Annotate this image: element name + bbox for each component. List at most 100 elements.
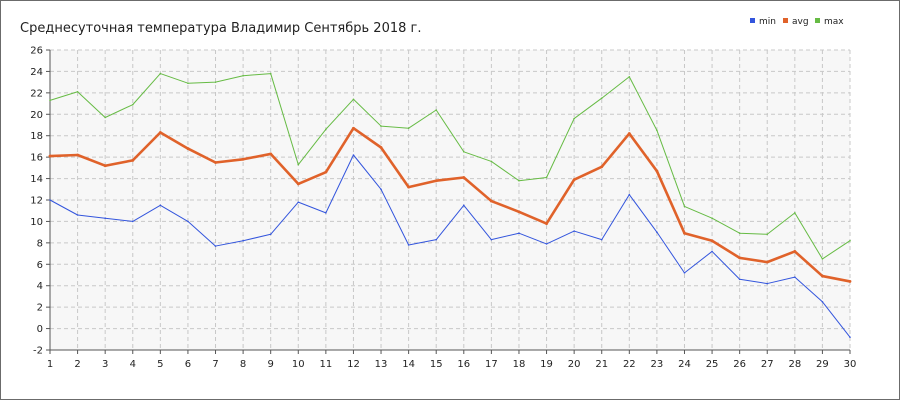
y-tick-label: 8 xyxy=(37,238,43,249)
legend-swatch-max xyxy=(815,18,820,23)
x-tick-label: 21 xyxy=(595,359,608,370)
data-point-min xyxy=(407,244,410,246)
data-point-min xyxy=(435,238,438,241)
legend-label-max: max xyxy=(824,17,844,27)
data-point-max xyxy=(628,75,631,78)
x-tick-label: 27 xyxy=(761,359,774,370)
data-point-avg xyxy=(462,176,466,179)
data-point-min xyxy=(214,245,217,247)
data-point-max xyxy=(656,129,658,132)
x-tick-label: 30 xyxy=(844,359,857,370)
x-tick-label: 6 xyxy=(185,359,191,370)
data-point-max xyxy=(131,103,134,106)
data-point-min xyxy=(711,250,713,253)
data-point-min xyxy=(49,199,51,201)
data-point-avg xyxy=(407,185,411,189)
x-tick-label: 18 xyxy=(513,359,526,370)
x-tick-label: 9 xyxy=(268,359,274,370)
x-tick-label: 23 xyxy=(651,359,664,370)
data-point-min xyxy=(325,212,327,214)
data-point-max xyxy=(352,98,355,101)
data-point-min xyxy=(683,272,686,274)
data-point-avg xyxy=(269,152,273,156)
legend-label-min: min xyxy=(759,17,776,27)
data-point-min xyxy=(159,204,162,207)
data-point-min xyxy=(573,230,575,232)
x-tick-label: 5 xyxy=(157,359,163,370)
legend: min avg max xyxy=(750,17,844,27)
data-point-min xyxy=(76,214,79,216)
data-point-avg xyxy=(545,222,548,225)
data-point-min xyxy=(738,278,741,281)
data-point-max xyxy=(821,258,824,260)
data-point-max xyxy=(738,232,741,235)
data-point-avg xyxy=(489,199,493,203)
y-tick-label: 4 xyxy=(37,281,43,292)
legend-label-avg: avg xyxy=(792,17,809,27)
x-tick-label: 3 xyxy=(102,359,108,370)
data-point-avg xyxy=(241,157,245,161)
data-point-max xyxy=(104,116,106,119)
data-point-max xyxy=(187,82,189,85)
x-tick-label: 14 xyxy=(402,359,415,370)
data-point-min xyxy=(518,232,520,235)
data-point-avg xyxy=(600,165,604,169)
data-point-avg xyxy=(655,169,659,173)
data-point-max xyxy=(242,74,244,77)
chart-title: Среднесуточная температура Владимир Сент… xyxy=(20,21,421,36)
data-point-avg xyxy=(214,161,217,164)
data-point-max xyxy=(462,150,465,153)
x-tick-label: 22 xyxy=(623,359,636,370)
data-point-avg xyxy=(324,170,328,174)
data-point-max xyxy=(435,109,438,111)
x-tick-label: 28 xyxy=(788,359,801,370)
x-tick-label: 7 xyxy=(212,359,218,370)
data-point-min xyxy=(600,238,603,241)
data-point-max xyxy=(297,163,300,166)
x-tick-label: 1 xyxy=(47,359,53,370)
y-tick-label: -2 xyxy=(33,346,43,357)
x-tick-label: 15 xyxy=(430,359,443,370)
legend-swatch-min xyxy=(750,18,755,23)
data-point-max xyxy=(600,97,603,100)
data-point-min xyxy=(794,276,796,278)
data-point-min xyxy=(352,154,355,156)
data-point-max xyxy=(407,127,410,130)
data-point-max xyxy=(849,239,851,242)
x-tick-label: 24 xyxy=(678,359,691,370)
data-point-max xyxy=(573,117,575,120)
y-tick-label: 16 xyxy=(30,153,43,164)
x-tick-label: 12 xyxy=(347,359,360,370)
data-point-min xyxy=(380,188,382,191)
series-lines xyxy=(48,72,852,338)
y-tick-label: 20 xyxy=(30,110,43,121)
series-line-max xyxy=(49,73,851,260)
x-tick-label: 8 xyxy=(240,359,246,370)
data-point-max xyxy=(518,179,520,182)
x-tick-label: 25 xyxy=(706,359,719,370)
data-point-max xyxy=(794,212,796,214)
data-point-avg xyxy=(48,154,52,158)
data-point-avg xyxy=(517,210,521,214)
data-point-avg xyxy=(186,147,190,150)
x-tick-label: 2 xyxy=(74,359,80,370)
x-tick-label: 10 xyxy=(292,359,305,370)
data-point-max xyxy=(214,81,217,83)
data-point-avg xyxy=(103,164,107,168)
data-point-max xyxy=(711,217,713,220)
data-point-max xyxy=(159,72,162,75)
data-point-max xyxy=(325,128,327,131)
grid xyxy=(50,49,851,350)
data-point-avg xyxy=(765,260,769,264)
data-point-min xyxy=(269,233,272,236)
data-point-avg xyxy=(848,280,852,283)
data-point-min xyxy=(766,282,769,285)
data-point-avg xyxy=(627,132,631,135)
data-point-avg xyxy=(434,179,438,183)
data-point-min xyxy=(104,217,106,220)
data-point-max xyxy=(683,205,686,208)
y-tick-label: 6 xyxy=(37,260,43,271)
y-tick-label: 14 xyxy=(30,174,43,185)
series-line-min xyxy=(49,154,851,338)
x-tick-label: 17 xyxy=(485,359,498,370)
